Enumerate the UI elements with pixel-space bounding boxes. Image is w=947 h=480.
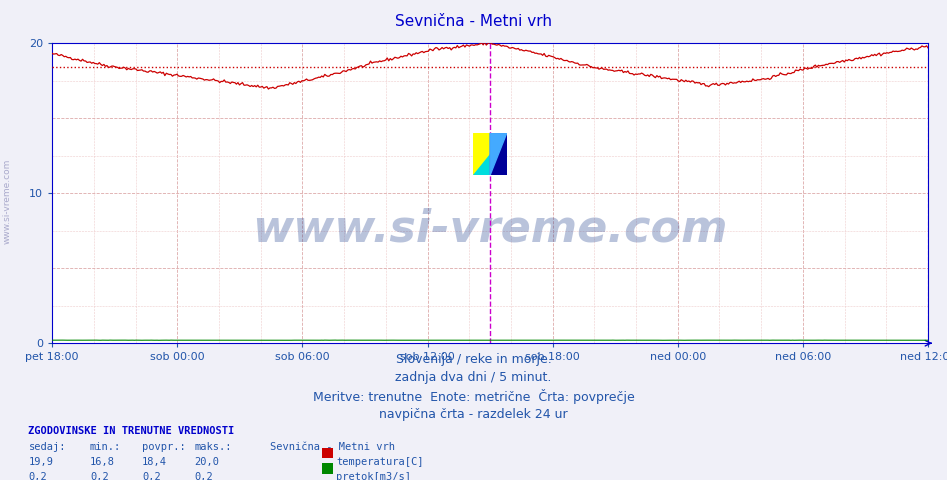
Text: 16,8: 16,8 xyxy=(90,457,115,467)
Text: Slovenija / reke in morje.: Slovenija / reke in morje. xyxy=(396,353,551,366)
Text: ZGODOVINSKE IN TRENUTNE VREDNOSTI: ZGODOVINSKE IN TRENUTNE VREDNOSTI xyxy=(28,426,235,436)
Text: navpična črta - razdelek 24 ur: navpična črta - razdelek 24 ur xyxy=(379,408,568,420)
Polygon shape xyxy=(474,133,507,175)
Text: 0,2: 0,2 xyxy=(28,472,47,480)
Text: www.si-vreme.com: www.si-vreme.com xyxy=(3,159,12,244)
Bar xyxy=(491,133,507,175)
Polygon shape xyxy=(474,133,507,175)
Text: 0,2: 0,2 xyxy=(90,472,109,480)
Text: temperatura[C]: temperatura[C] xyxy=(336,457,423,467)
Text: Meritve: trenutne  Enote: metrične  Črta: povprečje: Meritve: trenutne Enote: metrične Črta: … xyxy=(313,389,634,404)
Text: Sevnična - Metni vrh: Sevnična - Metni vrh xyxy=(270,442,395,452)
Text: 18,4: 18,4 xyxy=(142,457,167,467)
Text: 0,2: 0,2 xyxy=(142,472,161,480)
Text: 19,9: 19,9 xyxy=(28,457,53,467)
Text: pretok[m3/s]: pretok[m3/s] xyxy=(336,472,411,480)
Text: maks.:: maks.: xyxy=(194,442,232,452)
Text: sedaj:: sedaj: xyxy=(28,442,66,452)
Text: www.si-vreme.com: www.si-vreme.com xyxy=(252,208,728,251)
Text: zadnja dva dni / 5 minut.: zadnja dva dni / 5 minut. xyxy=(395,371,552,384)
Text: povpr.:: povpr.: xyxy=(142,442,186,452)
Text: Sevnična - Metni vrh: Sevnična - Metni vrh xyxy=(395,14,552,29)
Text: min.:: min.: xyxy=(90,442,121,452)
Text: 20,0: 20,0 xyxy=(194,457,219,467)
Polygon shape xyxy=(491,133,507,175)
Text: 0,2: 0,2 xyxy=(194,472,213,480)
